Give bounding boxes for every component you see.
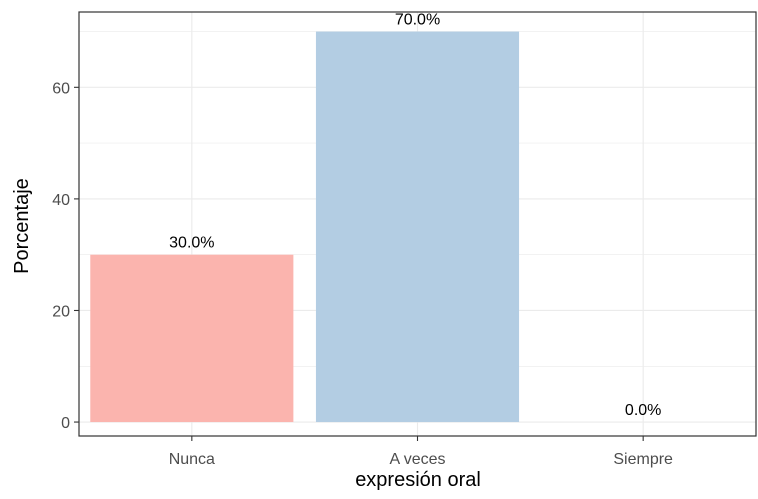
y-tick-label: 60 — [52, 80, 70, 97]
data-label: 0.0% — [625, 402, 661, 419]
data-label: 70.0% — [395, 12, 440, 29]
y-tick-label: 0 — [61, 415, 70, 432]
bar-nunca — [90, 254, 294, 423]
x-tick-label: Nunca — [169, 451, 215, 468]
x-axis-title: expresión oral — [355, 469, 481, 491]
x-tick-label: A veces — [389, 451, 445, 468]
y-axis-title: Porcentaje — [11, 178, 33, 274]
y-tick-label: 40 — [52, 192, 70, 209]
x-tick-label: Siempre — [613, 451, 673, 468]
data-label: 30.0% — [169, 235, 214, 252]
data-label-layer: 30.0% 70.0% 0.0% — [169, 12, 661, 420]
bar-layer — [90, 31, 520, 423]
bar-a-veces — [315, 31, 520, 423]
y-tick-label: 20 — [52, 303, 70, 320]
axis-layer: 0 20 40 60 Nunca A veces Siempre — [52, 80, 673, 468]
